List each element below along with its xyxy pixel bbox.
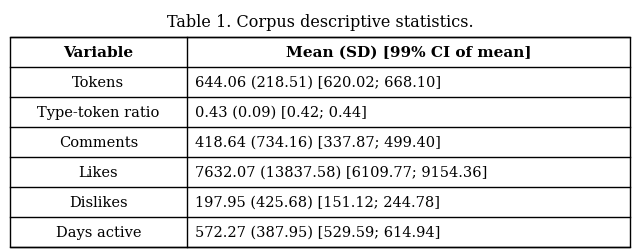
Text: 418.64 (734.16) [337.87; 499.40]: 418.64 (734.16) [337.87; 499.40]	[195, 136, 440, 149]
Text: 7632.07 (13837.58) [6109.77; 9154.36]: 7632.07 (13837.58) [6109.77; 9154.36]	[195, 165, 487, 179]
Text: 0.43 (0.09) [0.42; 0.44]: 0.43 (0.09) [0.42; 0.44]	[195, 106, 367, 119]
Text: Likes: Likes	[79, 165, 118, 179]
Text: Mean (SD) [99% CI of mean]: Mean (SD) [99% CI of mean]	[285, 46, 531, 60]
Text: Type-token ratio: Type-token ratio	[37, 106, 159, 119]
Text: Tokens: Tokens	[72, 76, 124, 90]
Text: 572.27 (387.95) [529.59; 614.94]: 572.27 (387.95) [529.59; 614.94]	[195, 225, 440, 239]
Text: 644.06 (218.51) [620.02; 668.10]: 644.06 (218.51) [620.02; 668.10]	[195, 76, 441, 90]
Text: Variable: Variable	[63, 46, 133, 60]
Text: Days active: Days active	[56, 225, 141, 239]
Text: 197.95 (425.68) [151.12; 244.78]: 197.95 (425.68) [151.12; 244.78]	[195, 195, 440, 209]
Text: Table 1. Corpus descriptive statistics.: Table 1. Corpus descriptive statistics.	[166, 14, 474, 31]
Bar	[10, 38, 630, 247]
Text: Comments: Comments	[59, 136, 138, 149]
Text: Dislikes: Dislikes	[69, 195, 127, 209]
